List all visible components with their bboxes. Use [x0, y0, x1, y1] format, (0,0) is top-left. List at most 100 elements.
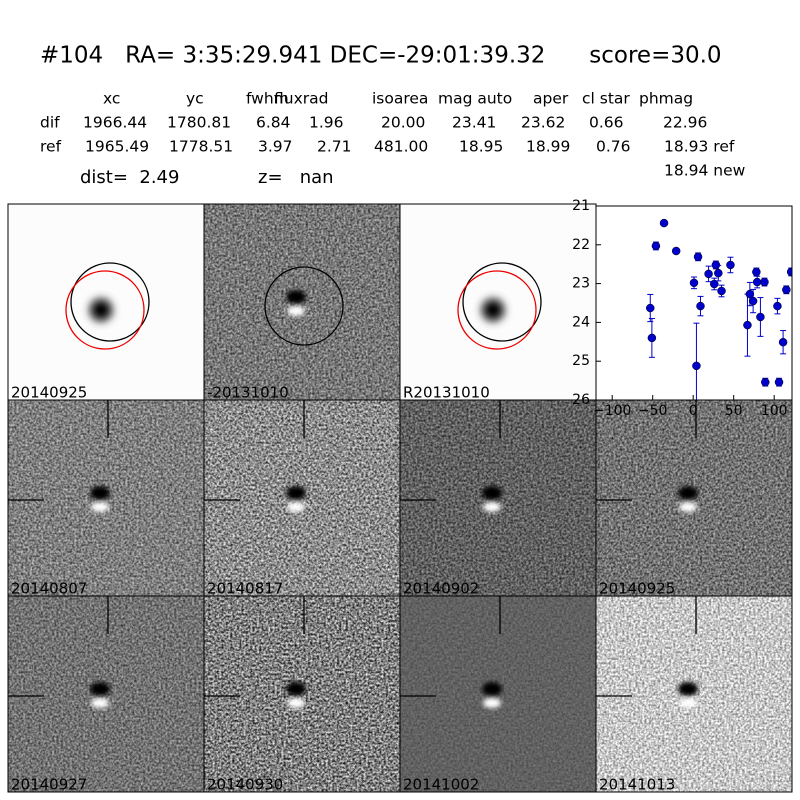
column-header: xc [103, 90, 120, 108]
column-header: aper [533, 90, 569, 108]
point [778, 337, 788, 347]
redshift: z= nan [258, 167, 334, 188]
point [689, 278, 699, 288]
new-circle [457, 270, 537, 350]
point [745, 289, 755, 299]
point [692, 361, 701, 371]
stamp-label: 20140902 [403, 580, 479, 598]
dist: dist= 2.49 [80, 167, 179, 188]
table-cell: 18.99 [526, 138, 570, 156]
y-tick-label: 23 [572, 276, 590, 292]
stamp-label: 20140807 [11, 580, 87, 598]
stamp-label: 20141002 [403, 776, 479, 794]
column-header: fluxrad [274, 90, 328, 108]
table-cell: ref [40, 138, 62, 156]
table-cell: 18.95 [459, 138, 503, 156]
dipole-negative [482, 682, 502, 696]
point [774, 377, 784, 387]
dipole-positive [483, 502, 501, 512]
x-tick-label: 0 [689, 403, 698, 419]
stamp-label: -20131010 [207, 384, 289, 402]
point [752, 267, 761, 277]
table-cell: 1780.81 [167, 114, 231, 132]
stamp: R20131010 [399, 203, 597, 402]
table-cell: 3.97 [258, 138, 293, 156]
column-header: cl star [582, 90, 630, 108]
stamp-frame [595, 595, 793, 793]
stamp-label: 20140925 [11, 384, 87, 402]
column-header: fwhm [246, 90, 289, 108]
stamp: 20141013 [595, 595, 793, 794]
table-cell: 6.84 [256, 114, 291, 132]
dipole-positive [287, 698, 305, 708]
dipole-negative [678, 486, 698, 500]
table-cell: 0.76 [596, 138, 631, 156]
dipole-positive [91, 502, 109, 512]
point [773, 301, 782, 311]
x-tick-label: −100 [593, 403, 631, 419]
dipole-positive [287, 502, 305, 512]
dipole-positive [91, 698, 109, 708]
dipole-positive [483, 698, 501, 708]
stamp-label: 20140925 [599, 580, 675, 598]
source-core [488, 305, 498, 315]
stamp: 20140807 [7, 399, 205, 598]
point [717, 286, 726, 296]
ref-circle [70, 262, 150, 342]
point [726, 260, 735, 270]
stamp: -20131010 [203, 203, 401, 402]
table-cell: 481.00 [374, 138, 428, 156]
table-cell: 23.62 [521, 114, 565, 132]
point [748, 296, 758, 306]
point [752, 277, 762, 287]
point [786, 267, 792, 277]
point [696, 301, 705, 311]
stamp: 20140925 [595, 399, 793, 598]
table-cell: 1.96 [309, 114, 344, 132]
y-tick-label: 22 [572, 237, 590, 253]
table-cell: 0.66 [589, 114, 624, 132]
table-cell: 18.93 ref [664, 138, 735, 156]
x-tick-label: 50 [725, 403, 743, 419]
table-cell: 23.41 [452, 114, 496, 132]
point [782, 285, 791, 295]
point [693, 252, 703, 262]
point [671, 246, 681, 256]
column-header: yc [186, 90, 204, 108]
stamp-label: R20131010 [403, 384, 490, 402]
new-circle [65, 270, 145, 350]
y-tick-label: 26 [572, 392, 590, 408]
table-cell: 22.96 [663, 114, 707, 132]
point [756, 312, 765, 322]
point [743, 320, 752, 330]
table-cell: dif [40, 114, 60, 132]
stamp-label: 20141013 [599, 776, 675, 794]
y-tick-label: 24 [572, 314, 590, 330]
stamp-label: 20140927 [11, 776, 87, 794]
source-core [96, 305, 106, 315]
point [659, 218, 669, 228]
ref-circle [264, 266, 344, 346]
x-tick-label: −50 [638, 403, 668, 419]
column-header: phmag [639, 90, 693, 108]
point [714, 268, 723, 278]
dipole-negative [286, 290, 306, 304]
dipole-negative [482, 486, 502, 500]
stamp: 20140817 [203, 399, 401, 598]
point [647, 333, 657, 343]
stamp-label: 20140817 [207, 580, 283, 598]
point [760, 277, 769, 287]
point [704, 269, 713, 279]
stamp-label: 20140930 [207, 776, 283, 794]
point [651, 241, 661, 251]
dipole-positive [679, 698, 697, 708]
table-cell: 1966.44 [83, 114, 147, 132]
dipole-negative [286, 486, 306, 500]
stamp: 20140930 [203, 595, 401, 794]
table-cell: 1778.51 [169, 138, 233, 156]
stamp: 20140925 [7, 203, 205, 402]
column-header: mag auto [438, 90, 512, 108]
ref-circle [462, 262, 542, 342]
dipole-negative [90, 486, 110, 500]
